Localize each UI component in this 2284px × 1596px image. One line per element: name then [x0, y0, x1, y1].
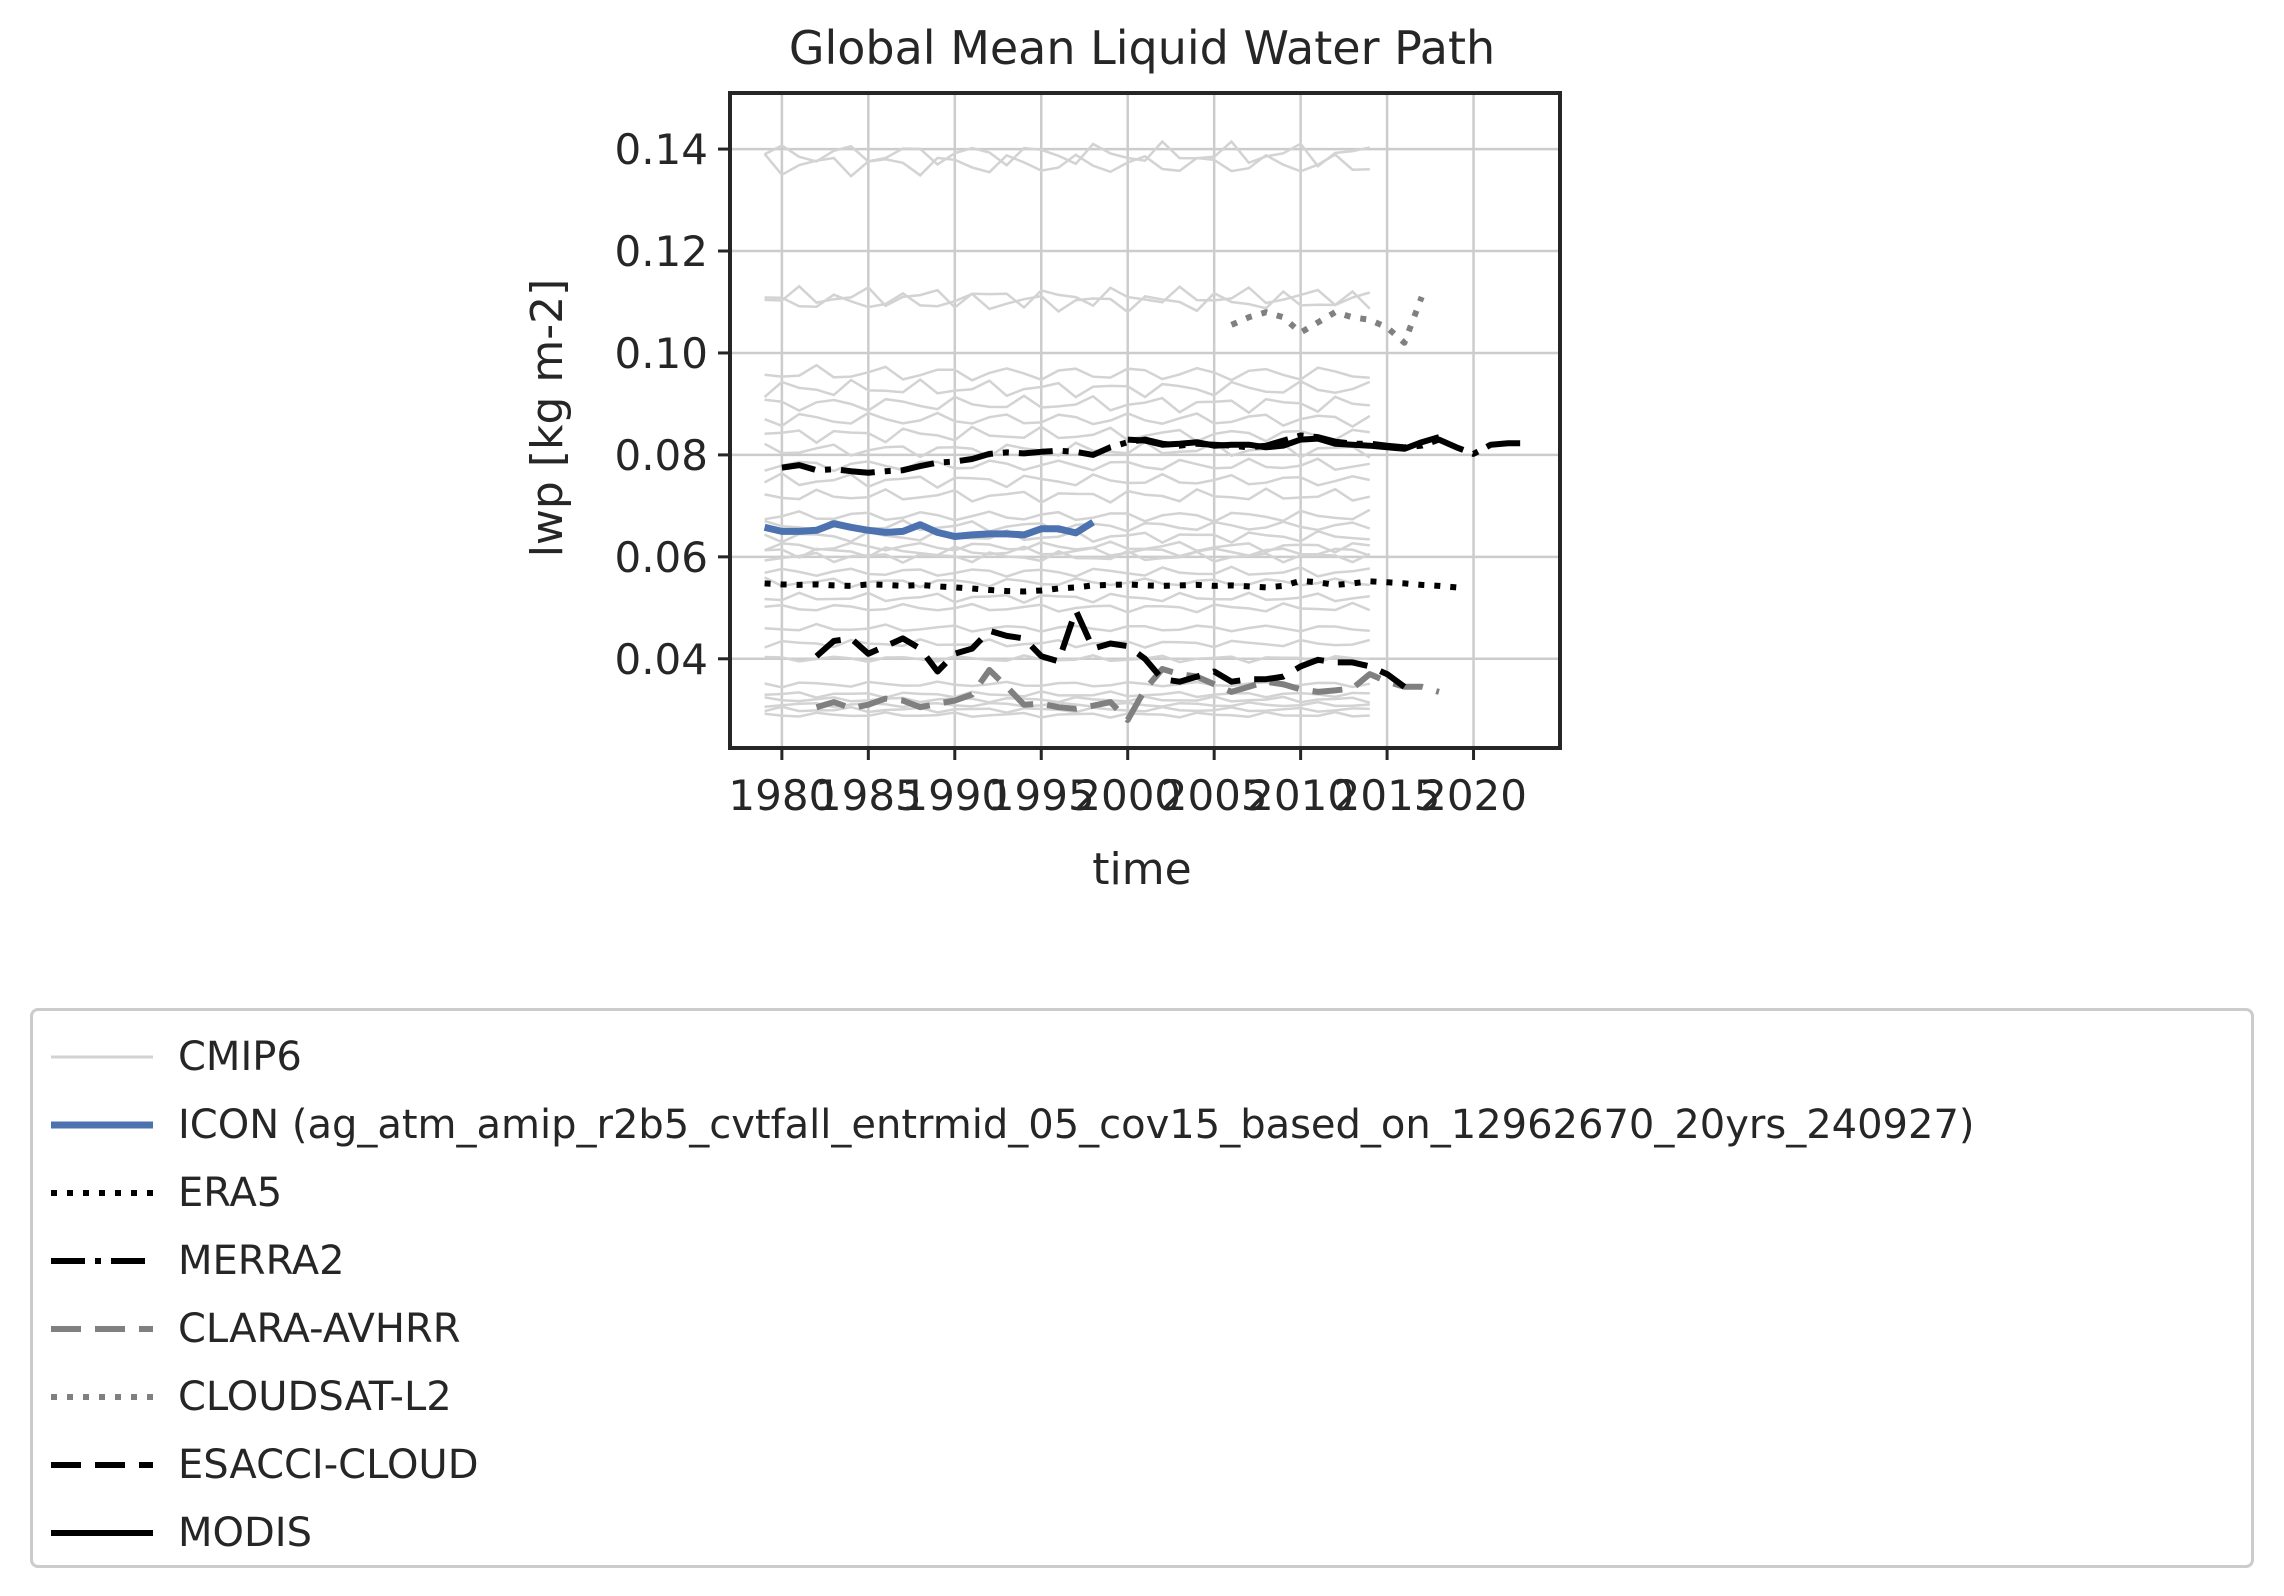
cmip6-member-line: [763, 152, 1370, 178]
cmip6-member-line: [764, 565, 1370, 578]
legend-item-cloudsat: CLOUDSAT-L2: [33, 1367, 2251, 1427]
y-tick-label: 0.04: [614, 635, 708, 684]
cmip6-member-line: [764, 394, 1370, 415]
legend-item-merra2: MERRA2: [33, 1231, 2251, 1291]
cmip6-member-line: [764, 289, 1371, 314]
x-tick-label: 2020: [1420, 771, 1527, 820]
legend-swatch-clara: [51, 1326, 153, 1332]
cmip6-member-line: [764, 540, 1370, 554]
legend-label-cmip6: CMIP6: [178, 1034, 302, 1080]
plot-frame: [728, 91, 1562, 750]
legend-item-esacci: ESACCI-CLOUD: [33, 1435, 2251, 1495]
cmip6-member-line: [764, 363, 1370, 382]
x-tick-label: 2005: [1161, 771, 1268, 820]
cmip6-member-line: [764, 508, 1371, 523]
series-line-esacci: [814, 607, 1407, 690]
x-tick-label: 2000: [1074, 771, 1181, 820]
x-tick-label: 1985: [815, 771, 922, 820]
series-lines: [763, 295, 1526, 723]
legend-swatch-era5: [51, 1190, 153, 1196]
x-tick-label: 2010: [1247, 771, 1354, 820]
legend-label-clara: CLARA-AVHRR: [178, 1306, 461, 1352]
cmip6-member-line: [764, 487, 1371, 504]
chart-title: Global Mean Liquid Water Path: [789, 21, 1495, 75]
cmip6-member-line: [764, 601, 1371, 614]
y-tick-label: 0.10: [614, 329, 708, 378]
chart-canvas: Global Mean Liquid Water Path 1980198519…: [522, 21, 1562, 895]
legend-label-esacci: ESACCI-CLOUD: [178, 1442, 479, 1488]
y-tick-label: 0.14: [614, 125, 708, 174]
cmip6-member-line: [764, 690, 1370, 699]
series-line-cloudsat: [1230, 295, 1425, 346]
series-line-modis: [1127, 434, 1440, 452]
legend-swatch-icon: [51, 1121, 153, 1129]
cmip6-member-line: [764, 284, 1371, 310]
y-tick-label: 0.12: [614, 227, 708, 276]
legend-swatch-merra2: [51, 1258, 153, 1264]
cmip6-member-line: [764, 411, 1371, 429]
legend-swatch-cmip6: [51, 1055, 153, 1059]
cmip6-member-line: [764, 549, 1371, 564]
cmip6-member-line: [764, 710, 1370, 719]
cmip6-member-line: [763, 378, 1371, 399]
legend-swatch-modis: [51, 1530, 153, 1536]
legend-item-modis: MODIS: [33, 1503, 2251, 1563]
y-axis-label: lwp [kg m-2]: [522, 279, 573, 558]
cmip6-member-line: [764, 680, 1371, 689]
series-line-clara: [815, 666, 1440, 723]
legend-swatch-cloudsat: [51, 1394, 153, 1400]
x-tick-label: 1980: [728, 771, 835, 820]
legend: CMIP6 ICON (ag_atm_amip_r2b5_cvtfall_ent…: [30, 1008, 2254, 1568]
cmip6-member-line: [764, 654, 1370, 664]
y-tick-label: 0.06: [614, 533, 708, 582]
legend-label-modis: MODIS: [178, 1510, 312, 1556]
legend-item-era5: ERA5: [33, 1163, 2251, 1223]
cmip6-member-line: [764, 457, 1371, 473]
legend-label-merra2: MERRA2: [178, 1238, 345, 1284]
y-tick-label: 0.08: [614, 431, 708, 480]
series-line-era5: [764, 577, 1457, 595]
legend-item-clara: CLARA-AVHRR: [33, 1299, 2251, 1359]
legend-item-icon: ICON (ag_atm_amip_r2b5_cvtfall_entrmid_0…: [33, 1095, 2251, 1155]
series-line-icon: [763, 519, 1095, 540]
legend-label-cloudsat: CLOUDSAT-L2: [178, 1374, 452, 1420]
legend-label-icon: ICON (ag_atm_amip_r2b5_cvtfall_entrmid_0…: [178, 1102, 1975, 1148]
x-tick-label: 1990: [901, 771, 1008, 820]
cmip6-member-line: [764, 425, 1370, 445]
legend-item-cmip6: CMIP6: [33, 1027, 2251, 1087]
cmip6-member-line: [764, 591, 1370, 605]
cmip6-member-line: [764, 471, 1371, 489]
x-axis-label: time: [1092, 844, 1191, 895]
x-tick-label: 1995: [988, 771, 1095, 820]
x-tick-label: 2015: [1334, 771, 1441, 820]
cmip6-member-line: [764, 695, 1371, 704]
legend-swatch-esacci: [51, 1462, 153, 1468]
legend-label-era5: ERA5: [178, 1170, 283, 1216]
